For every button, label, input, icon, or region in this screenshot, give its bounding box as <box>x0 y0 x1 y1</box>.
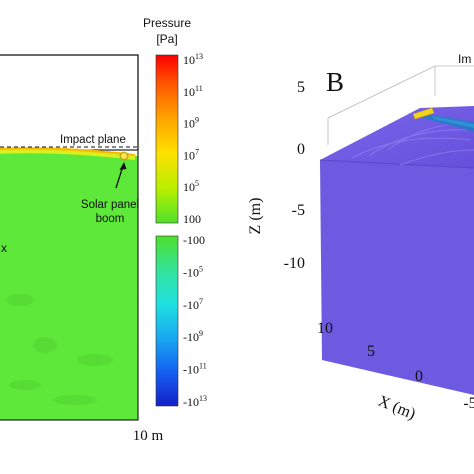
colorbar-negative-tick-2: -107 <box>183 297 203 312</box>
solar-panel-boom <box>119 151 129 161</box>
colorbar-positive-tick-5: 100 <box>183 212 201 226</box>
panel-a: Impact plane Solar panel boom x 10 m <box>0 54 164 444</box>
colorbar-title: Pressure <box>143 16 191 30</box>
boom-label-line1: Solar panel <box>81 199 139 211</box>
x-tick-0: 10 <box>317 320 333 337</box>
colorbar-negative-tick-3: -109 <box>183 329 203 344</box>
panel-letter: B <box>326 67 344 97</box>
boom-label-line2: boom <box>96 213 125 225</box>
panel-a-upper-region <box>0 54 139 151</box>
colorbar-positive <box>155 54 179 224</box>
colorbar-positive-tick-4: 105 <box>183 179 199 194</box>
z-tick-0: 5 <box>297 79 305 96</box>
edge-mark: x <box>1 241 7 255</box>
x-axis-ticks: 10 5 0 -5 <box>317 320 474 412</box>
x-tick-2: 0 <box>415 368 423 385</box>
colorbar-negative-tick-1: -105 <box>183 264 203 279</box>
z-axis-ticks: 5 0 -5 -10 <box>284 79 305 272</box>
colorbar-positive-ticks: 1013 1011 109 107 105 100 <box>183 52 203 226</box>
impact-plane-label: Impact plane <box>60 134 126 146</box>
scale-label: 10 m <box>133 428 164 444</box>
colorbar-negative <box>155 235 179 407</box>
z-tick-1: 0 <box>297 141 305 158</box>
impact-label-partial: Im <box>458 52 471 66</box>
boom-arrow <box>115 165 124 189</box>
x-tick-3: -5 <box>463 395 474 412</box>
colorbar-positive-tick-1: 1011 <box>183 84 203 99</box>
colorbar-positive-tick-3: 107 <box>183 147 199 162</box>
solar-panel-boom-3d <box>412 107 435 120</box>
panel-b: B Im Z (m) 5 0 -5 -10 X (m) 10 5 0 -5 <box>247 52 474 423</box>
field-mottling <box>6 294 113 405</box>
block-front-face <box>320 160 474 395</box>
colorbar-negative-tick-5: -1013 <box>183 394 207 409</box>
colorbar-negative-tick-0: -100 <box>183 233 205 247</box>
x-tick-1: 5 <box>367 343 375 360</box>
z-axis-label: Z (m) <box>247 198 264 235</box>
pressure-field <box>0 149 138 420</box>
impact-layer <box>0 147 135 160</box>
colorbar-unit: [Pa] <box>156 32 177 46</box>
block-top-face <box>320 106 474 168</box>
z-tick-3: -10 <box>284 255 305 272</box>
z-tick-2: -5 <box>292 202 305 219</box>
colorbar-negative-ticks: -100 -105 -107 -109 -1011 -1013 <box>183 233 207 409</box>
colorbar-positive-tick-0: 1013 <box>183 52 203 67</box>
bounding-box-lines <box>327 65 474 145</box>
x-axis-label: X (m) <box>376 393 418 423</box>
colorbar-negative-tick-4: -1011 <box>183 362 207 377</box>
colorbar-positive-tick-2: 109 <box>183 116 199 131</box>
